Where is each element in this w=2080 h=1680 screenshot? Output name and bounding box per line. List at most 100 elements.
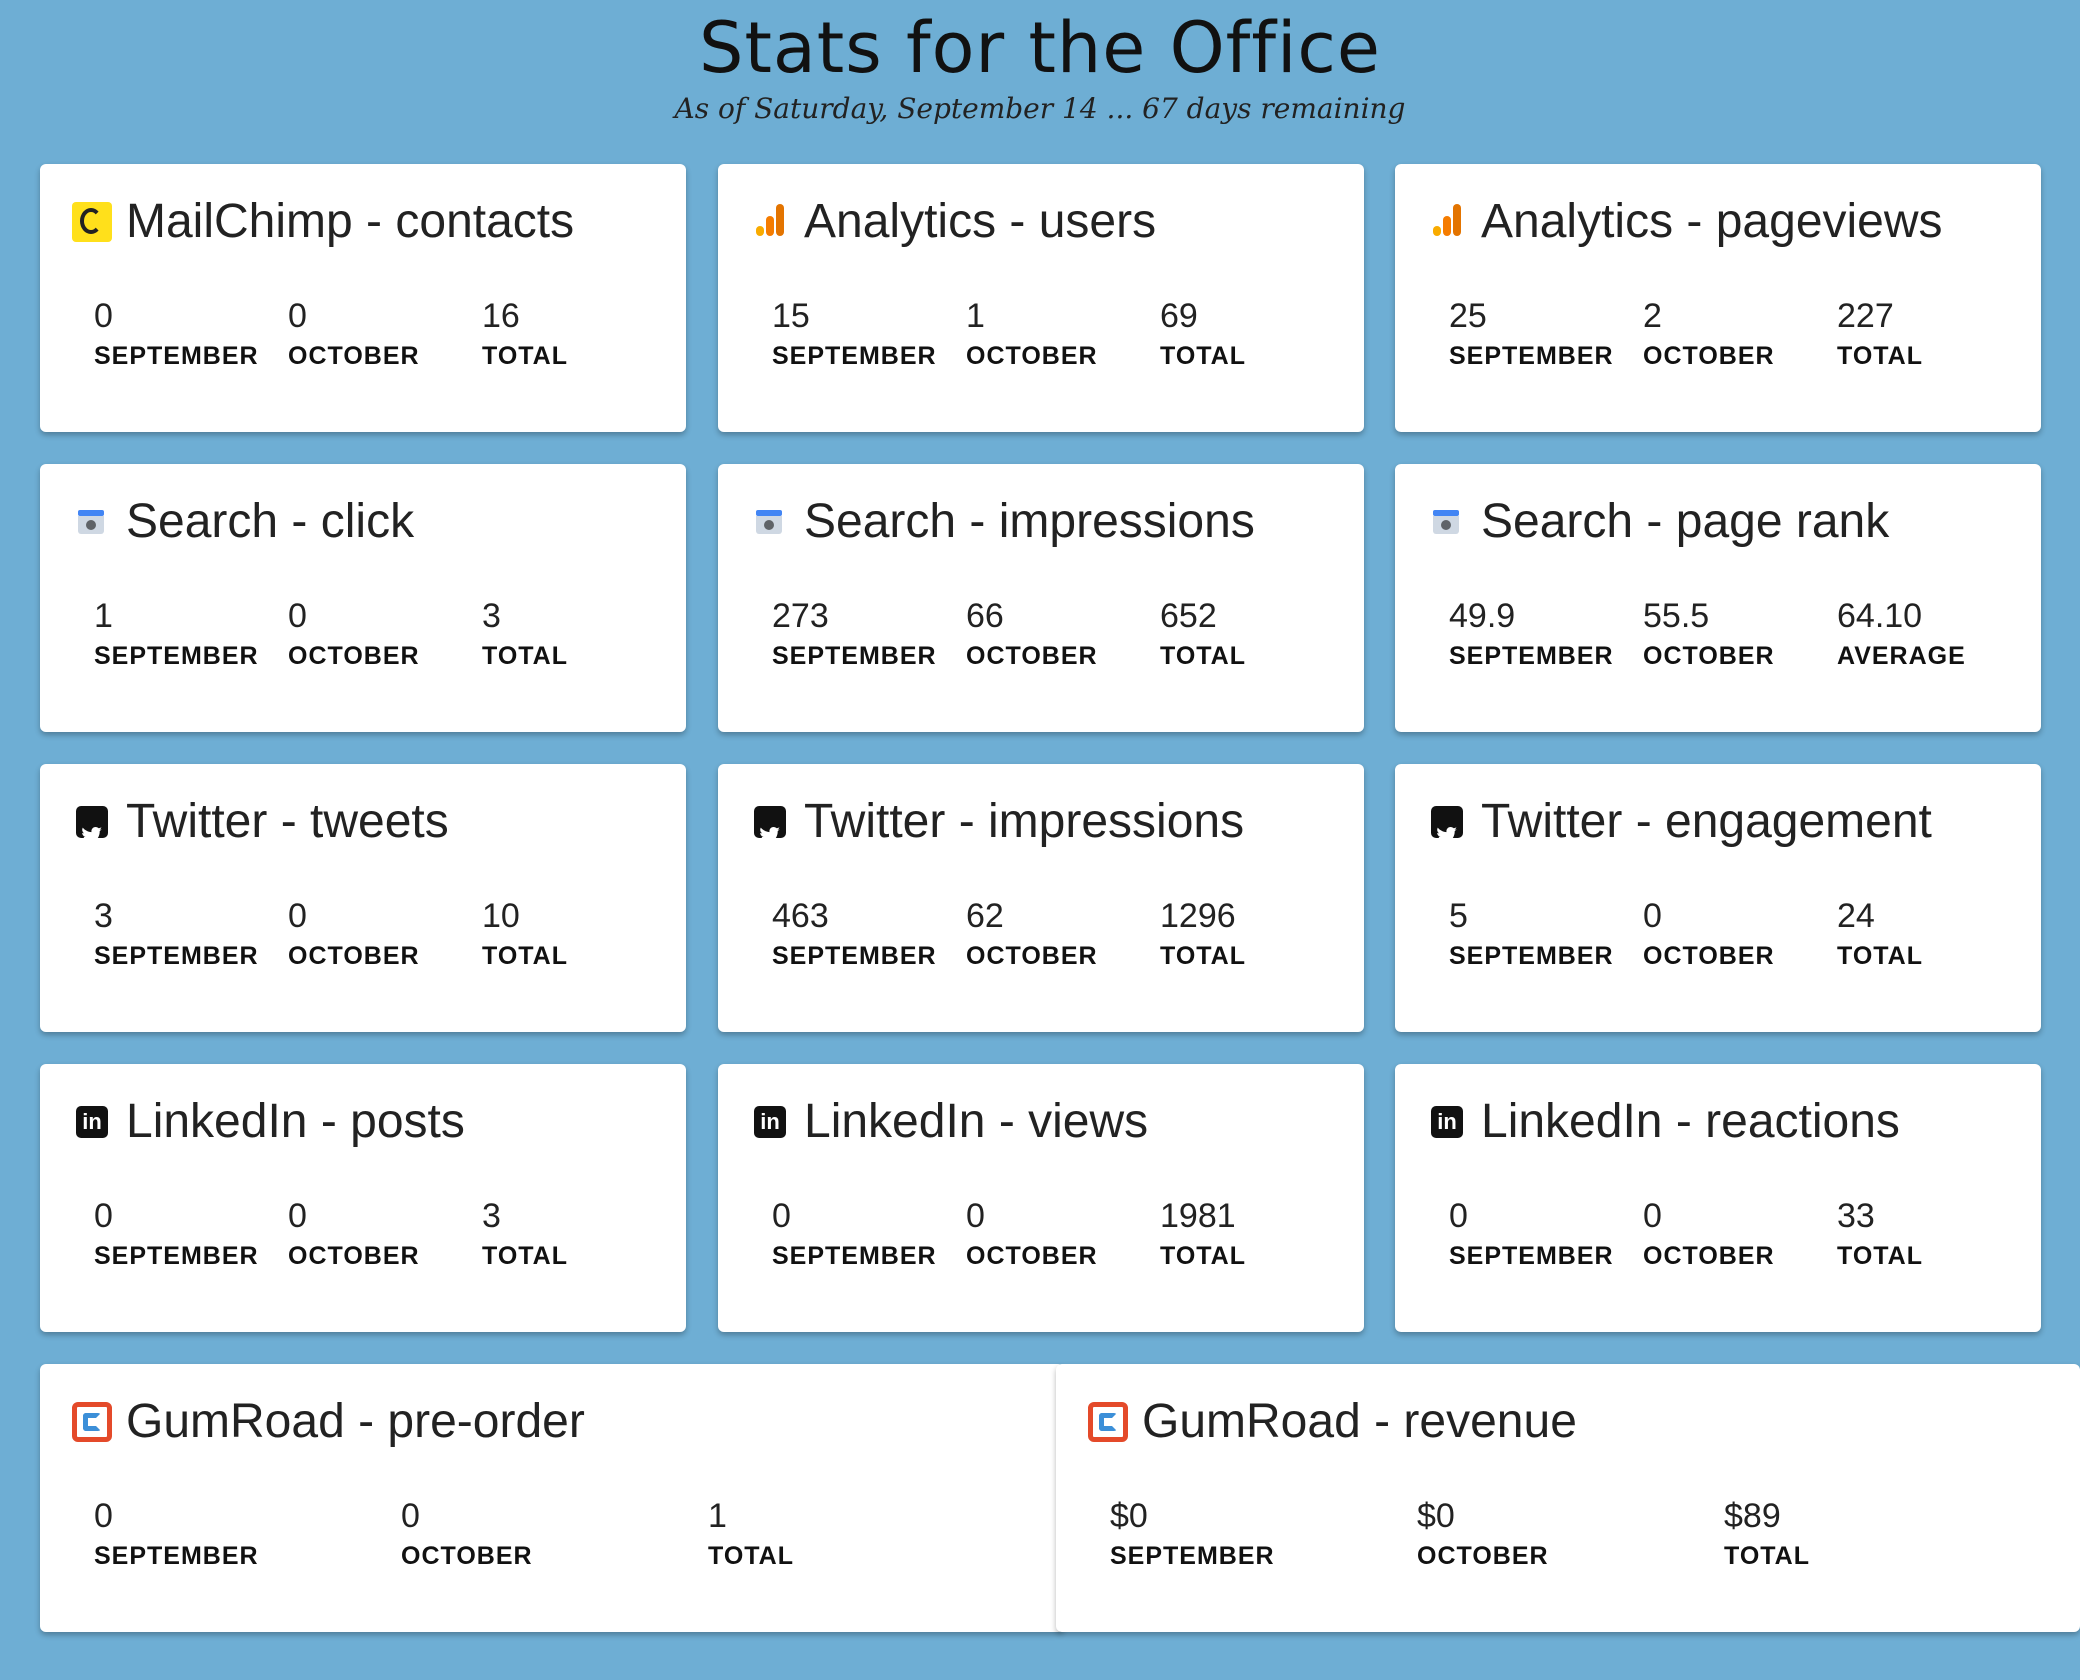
stat-total: 16 TOTAL (482, 296, 568, 372)
stat-value: 2 (1643, 297, 1662, 335)
stat-card-search-impressions: Search - impressions 273 SEPTEMBER 66 OCTOBE… (718, 464, 1364, 732)
stat-september: 0 SEPTEMBER (94, 1196, 259, 1272)
card-title-text: LinkedIn - reactions (1481, 1095, 1900, 1148)
stat-card-analytics-users: Analytics - users 15 SEPTEMBER 1 OCTOBER 69 TO… (718, 164, 1364, 432)
stat-value: 0 (966, 1197, 985, 1235)
stat-value: 1981 (1160, 1197, 1236, 1235)
card-title: in LinkedIn - posts (72, 1092, 465, 1152)
stat-value: $89 (1724, 1497, 1781, 1535)
stat-label: OCTOBER (1643, 342, 1775, 370)
linkedin-icon: in (1431, 1106, 1463, 1138)
stat-october: 2 OCTOBER (1643, 296, 1775, 372)
stat-total: 10 TOTAL (482, 896, 568, 972)
stat-card-search-page-rank: Search - page rank 49.9 SEPTEMBER 55.5 OCTOB… (1395, 464, 2041, 732)
stat-label: OCTOBER (288, 1242, 420, 1270)
page-subtitle: As of Saturday, September 14 ... 67 days… (674, 92, 1406, 125)
stat-total: 3 TOTAL (482, 596, 568, 672)
stat-value: 16 (482, 297, 520, 335)
stat-september: 25 SEPTEMBER (1449, 296, 1614, 372)
card-title-text: Twitter - impressions (804, 795, 1245, 848)
page-header: Stats for the Office As of Saturday, Sep… (0, 0, 2080, 126)
stat-total: 24 TOTAL (1837, 896, 1923, 972)
stat-value: 3 (482, 1197, 501, 1235)
twitter-icon (76, 806, 108, 844)
stat-label: SEPTEMBER (772, 642, 937, 670)
stat-label: TOTAL (1160, 342, 1247, 370)
stat-value: $0 (1110, 1497, 1148, 1535)
stat-value: 33 (1837, 1197, 1875, 1235)
stat-october: 0 OCTOBER (288, 596, 420, 672)
stat-average: 64.10 AVERAGE (1837, 596, 1966, 672)
card-title-text: Twitter - engagement (1481, 795, 1932, 848)
stat-october: 62 OCTOBER (966, 896, 1098, 972)
stat-label: SEPTEMBER (94, 1242, 259, 1270)
card-title: in LinkedIn - reactions (1427, 1092, 1900, 1152)
stat-card-twitter-impressions: Twitter - impressions 463 SEPTEMBER 62 OCTOB… (718, 764, 1364, 1032)
card-title-text: Search - click (126, 495, 415, 548)
stat-october: 0 OCTOBER (401, 1496, 533, 1572)
stat-label: AVERAGE (1837, 642, 1966, 670)
stat-value: 0 (94, 297, 113, 335)
stat-value: 1296 (1160, 897, 1236, 935)
stat-value: 1 (708, 1497, 727, 1535)
stat-label: TOTAL (708, 1542, 795, 1570)
card-title: Analytics - pageviews (1427, 192, 1943, 252)
stat-value: $0 (1417, 1497, 1455, 1535)
stat-value: 0 (94, 1197, 113, 1235)
stat-value: 10 (482, 897, 520, 935)
stat-label: TOTAL (482, 942, 569, 970)
card-title-text: MailChimp - contacts (126, 195, 575, 248)
stat-value: 1 (94, 597, 113, 635)
card-title: Search - impressions (750, 492, 1255, 552)
stat-total: 1 TOTAL (708, 1496, 794, 1572)
stat-label: TOTAL (1160, 1242, 1247, 1270)
search-console-icon (72, 502, 112, 542)
stat-label: OCTOBER (1643, 642, 1775, 670)
stat-label: SEPTEMBER (94, 342, 259, 370)
stat-value: 5 (1449, 897, 1468, 935)
stat-total: 1981 TOTAL (1160, 1196, 1246, 1272)
stat-label: SEPTEMBER (1110, 1542, 1275, 1570)
stat-label: SEPTEMBER (772, 342, 937, 370)
stat-total: 33 TOTAL (1837, 1196, 1923, 1272)
stat-total: 3 TOTAL (482, 1196, 568, 1272)
stat-value: 0 (288, 597, 307, 635)
card-title: GumRoad - revenue (1088, 1392, 1577, 1452)
card-title: Twitter - tweets (72, 792, 449, 852)
stat-label: TOTAL (1724, 1542, 1811, 1570)
stat-card-twitter-engagement: Twitter - engagement 5 SEPTEMBER 0 OCTOBER 24… (1395, 764, 2041, 1032)
stat-value: 3 (94, 897, 113, 935)
stat-september: $0 SEPTEMBER (1110, 1496, 1275, 1572)
stat-value: 1 (966, 297, 985, 335)
stat-value: 15 (772, 297, 810, 335)
stat-value: 0 (1643, 1197, 1662, 1235)
stat-card-gumroad-pre-order: GumRoad - pre-order 0 SEPTEMBER 0 OCTOBER 1 TO… (40, 1364, 1064, 1632)
stat-card-twitter-tweets: Twitter - tweets 3 SEPTEMBER 0 OCTOBER 10 TOTA… (40, 764, 686, 1032)
stat-total: $89 TOTAL (1724, 1496, 1810, 1572)
card-title-text: Analytics - users (804, 195, 1157, 248)
card-title-text: GumRoad - revenue (1142, 1395, 1577, 1448)
stat-label: SEPTEMBER (1449, 342, 1614, 370)
stat-total: 652 TOTAL (1160, 596, 1246, 672)
stat-value: 463 (772, 897, 829, 935)
stat-october: 0 OCTOBER (288, 1196, 420, 1272)
stat-october: 0 OCTOBER (288, 896, 420, 972)
card-title: Analytics - users (750, 192, 1156, 252)
card-title: MailChimp - contacts (72, 192, 574, 252)
stat-october: 55.5 OCTOBER (1643, 596, 1775, 672)
search-console-icon (750, 502, 790, 542)
stat-label: OCTOBER (288, 942, 420, 970)
stat-october: 0 OCTOBER (966, 1196, 1098, 1272)
card-title: Search - click (72, 492, 414, 552)
stat-value: 0 (1449, 1197, 1468, 1235)
linkedin-icon: in (754, 1106, 786, 1138)
gumroad-icon (1088, 1402, 1128, 1442)
card-title: Search - page rank (1427, 492, 1889, 552)
stat-label: TOTAL (482, 342, 569, 370)
card-title: in LinkedIn - views (750, 1092, 1148, 1152)
stat-label: OCTOBER (966, 1242, 1098, 1270)
stat-label: SEPTEMBER (772, 942, 937, 970)
stat-october: 0 OCTOBER (288, 296, 420, 372)
analytics-icon (750, 202, 790, 242)
stat-label: OCTOBER (401, 1542, 533, 1570)
